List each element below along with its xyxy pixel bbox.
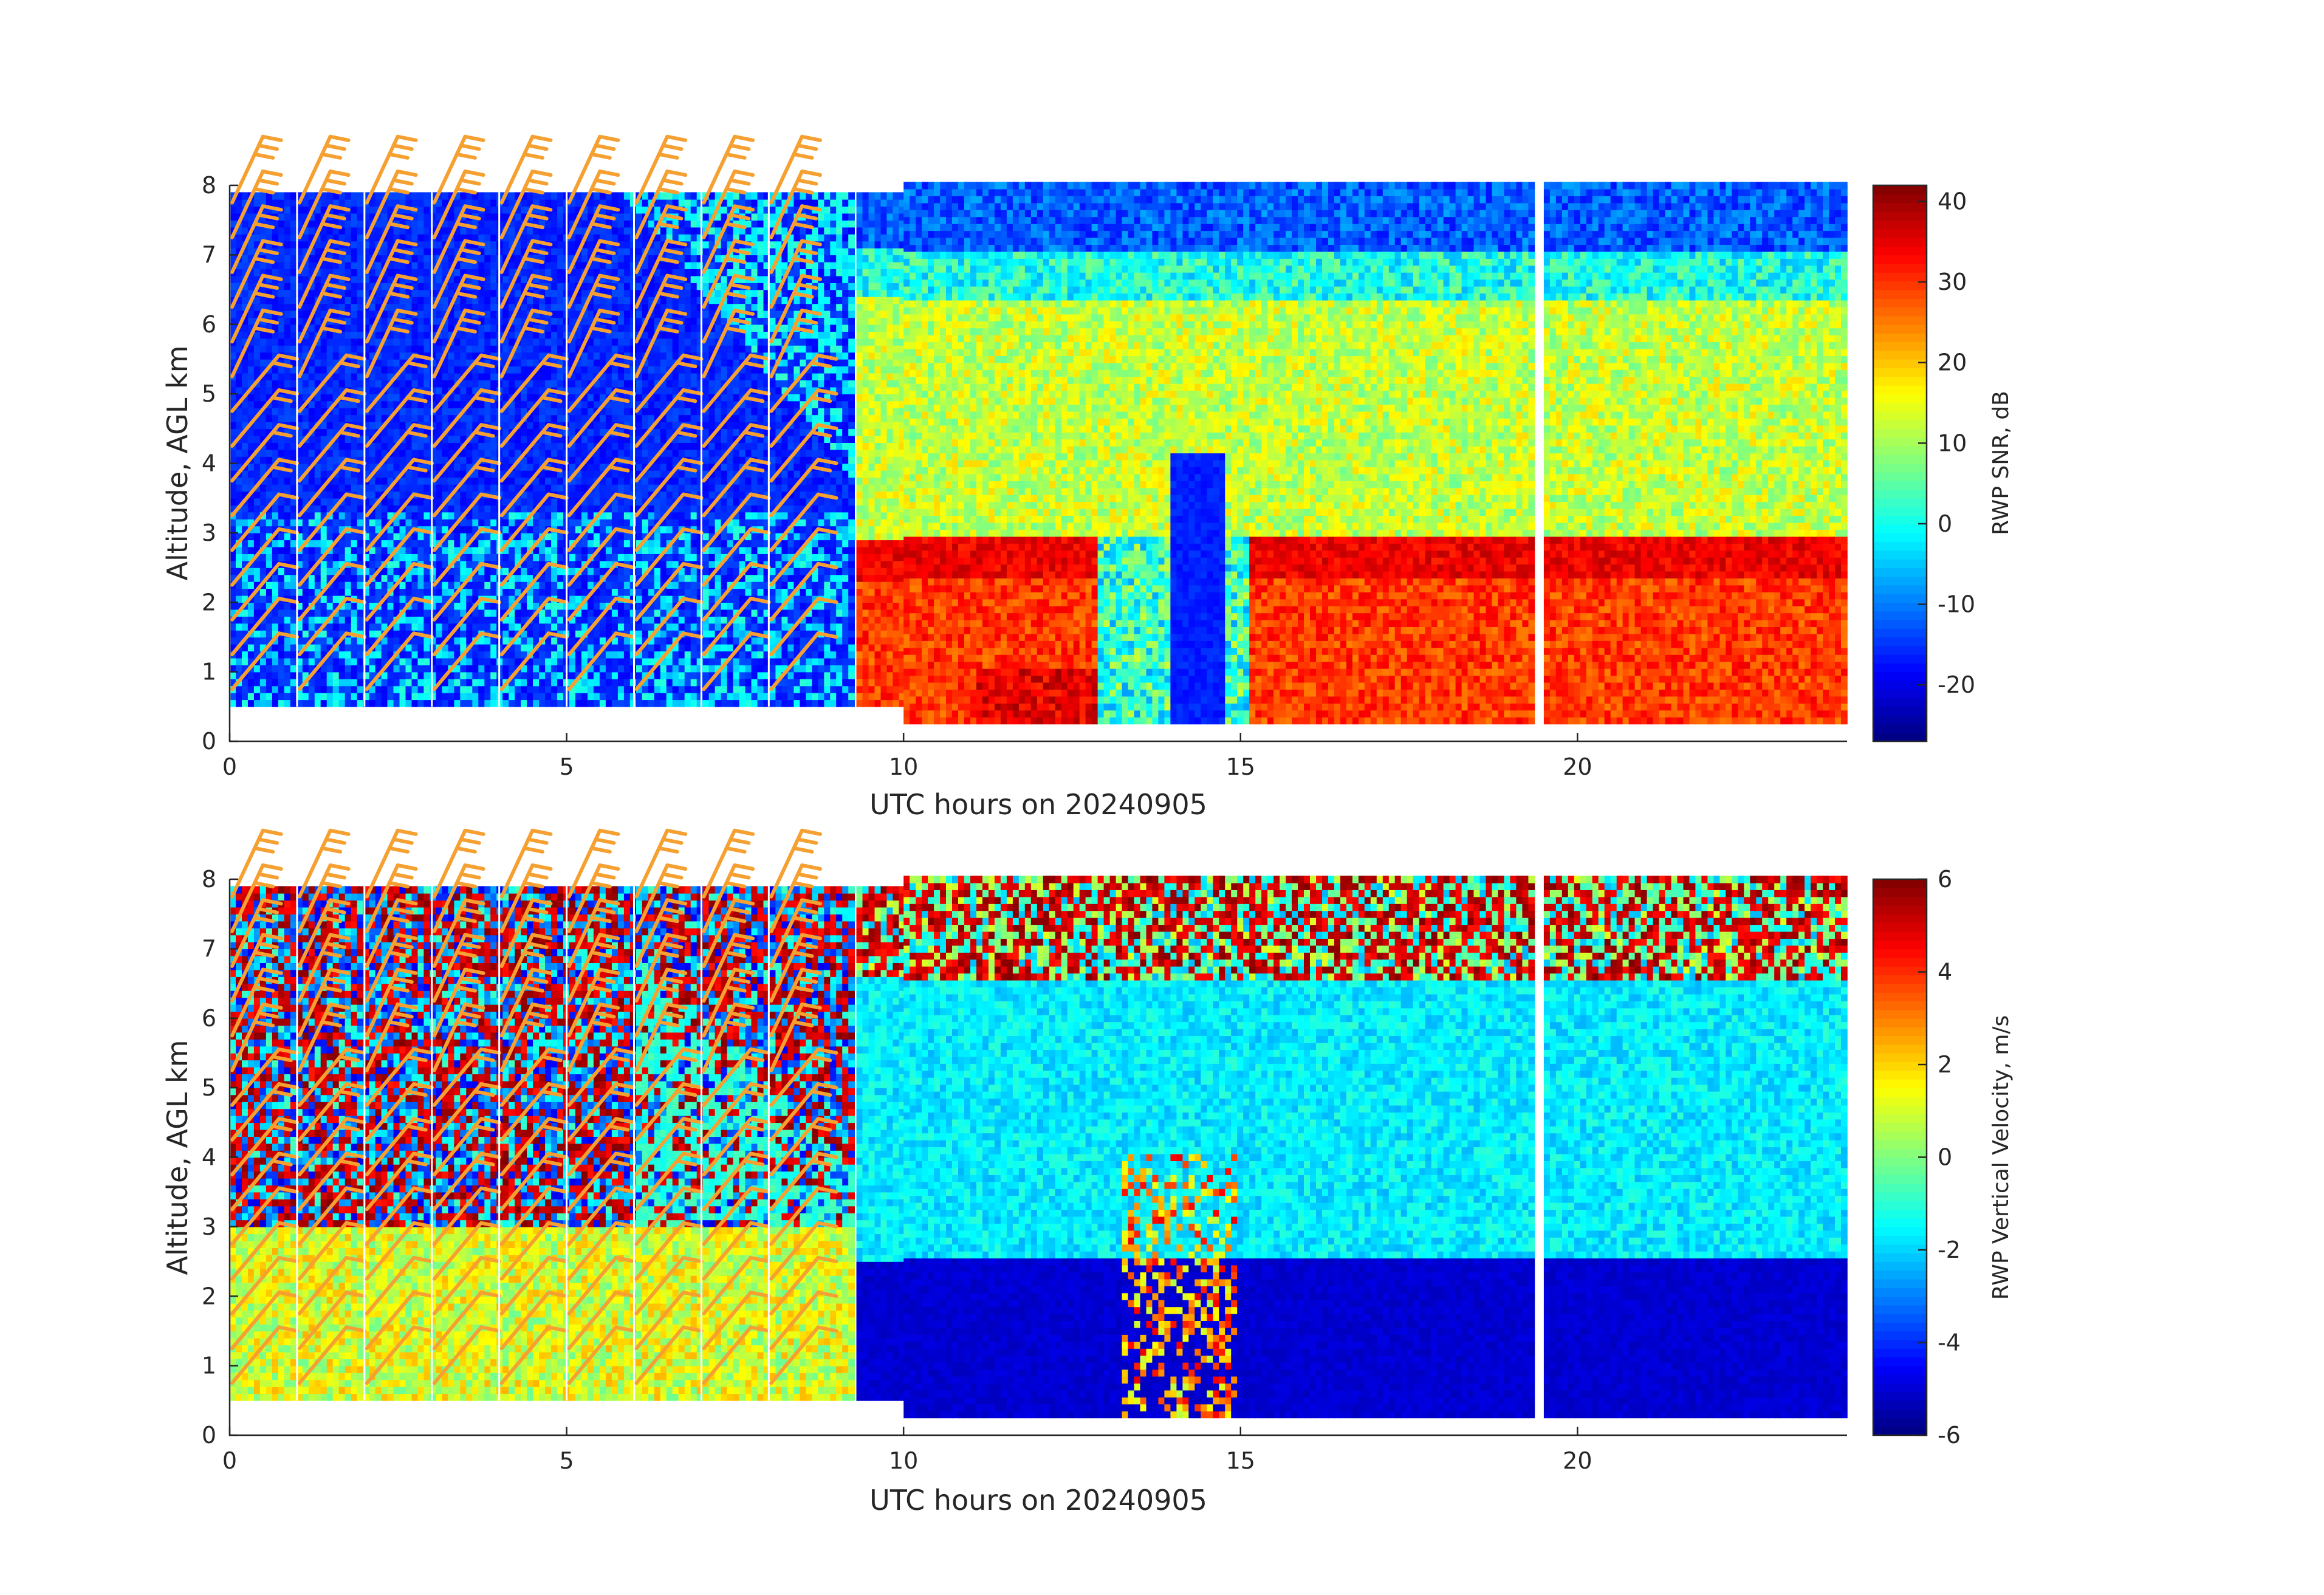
velocity-colorbar-label: RWP Vertical Velocity, m/s (1989, 1015, 2014, 1300)
top-y-axis-label: Altitude, AGL km (161, 345, 194, 580)
y-tick-label: 2 (202, 1283, 216, 1309)
y-tick-label: 4 (202, 450, 216, 477)
x-tick-label: 15 (1226, 753, 1255, 780)
bottom-y-axis-label: Altitude, AGL km (161, 1040, 194, 1275)
y-tick-label: 8 (202, 866, 216, 893)
y-tick-label: 8 (202, 172, 216, 199)
colorbar-tick-label: 0 (1938, 1144, 1952, 1171)
snr-colorbar-label: RWP SNR, dB (1989, 391, 2014, 535)
top-x-axis: 0 5 10 15 20 (222, 733, 1592, 780)
x-tick-label: 20 (1563, 753, 1592, 780)
x-tick-label: 15 (1226, 1447, 1255, 1474)
colorbar-tick-label: 0 (1938, 510, 1952, 537)
snr-colorbar: -20 -10 0 10 20 30 40 (1873, 185, 1975, 742)
y-tick-label: 0 (202, 1422, 216, 1449)
y-tick-label: 1 (202, 659, 216, 685)
x-tick-label: 20 (1563, 1447, 1592, 1474)
y-tick-label: 0 (202, 728, 216, 755)
colorbar-tick-label: 4 (1938, 959, 1952, 986)
top-x-axis-label: UTC hours on 20240905 (869, 788, 1207, 821)
y-tick-label: 5 (202, 380, 216, 407)
colorbar-tick-label: 30 (1938, 269, 1967, 295)
colorbar-tick-label: 20 (1938, 349, 1967, 376)
bottom-x-axis-label: UTC hours on 20240905 (869, 1484, 1207, 1517)
snr-panel: 0 5 10 15 20 0 1 2 3 4 5 6 7 8 UTC hours on 20240905… (161, 137, 2014, 821)
y-tick-label: 6 (202, 311, 216, 338)
y-tick-label: 1 (202, 1353, 216, 1379)
y-tick-label: 3 (202, 520, 216, 546)
colorbar-tick-label: -10 (1938, 591, 1975, 618)
y-tick-label: 7 (202, 241, 216, 268)
bottom-x-axis: 0 5 10 15 20 (222, 1427, 1592, 1474)
y-tick-label: 7 (202, 935, 216, 962)
colorbar-tick-label: 10 (1938, 430, 1967, 456)
x-tick-label: 10 (889, 1447, 918, 1474)
x-tick-label: 5 (559, 753, 574, 780)
x-tick-label: 0 (222, 753, 237, 780)
x-tick-label: 10 (889, 753, 918, 780)
colorbar-tick-label: -2 (1938, 1237, 1961, 1263)
y-tick-label: 6 (202, 1005, 216, 1032)
y-tick-label: 3 (202, 1213, 216, 1240)
colorbar-tick-label: 6 (1938, 866, 1952, 893)
colorbar-tick-label: -6 (1938, 1422, 1961, 1449)
x-tick-label: 5 (559, 1447, 574, 1474)
y-tick-label: 2 (202, 589, 216, 616)
colorbar-tick-label: 40 (1938, 188, 1967, 215)
x-tick-label: 0 (222, 1447, 237, 1474)
colorbar-tick-label: -20 (1938, 671, 1975, 698)
y-tick-label: 5 (202, 1074, 216, 1101)
colorbar-tick-label: 2 (1938, 1051, 1952, 1078)
y-tick-label: 4 (202, 1144, 216, 1171)
velocity-colorbar: -6 -4 -2 0 2 4 6 (1873, 866, 1961, 1449)
colorbar-tick-label: -4 (1938, 1329, 1961, 1356)
